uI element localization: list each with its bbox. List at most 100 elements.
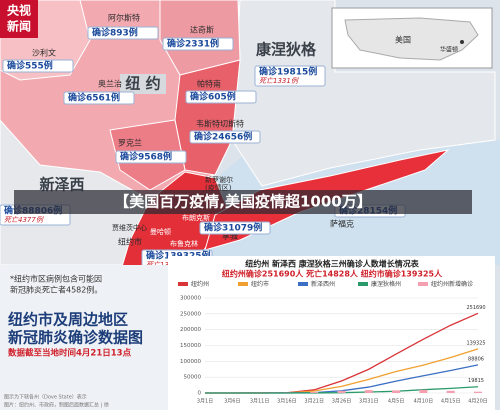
x-tick-label: 4月15日: [441, 399, 461, 405]
x-tick-label: 3月1日: [197, 399, 213, 405]
legend-label: 纽约州新增确诊: [431, 280, 473, 288]
banner: [14, 190, 472, 214]
x-tick-label: 3月6日: [224, 399, 240, 405]
footer: 图示为下辖各州（Dove State）表示: [4, 394, 87, 401]
logo: [0, 0, 38, 38]
x-tick-label: 3月21日: [304, 399, 324, 405]
y-tick-label: 250000: [180, 311, 201, 317]
logo-text: 新闻: [7, 19, 31, 34]
label-box: [185, 90, 257, 104]
label-box: [63, 91, 135, 105]
area-name: 萨福克: [330, 219, 354, 229]
area-cases: 确诊24656例: [194, 131, 252, 143]
area-cases: 确诊555例: [7, 60, 53, 72]
label-box: [162, 37, 234, 51]
note: 新冠肺炎死亡者4582例。: [10, 285, 102, 295]
chart-panel: [168, 256, 495, 410]
footer: 图片：纽约州、市政府，制图后面数据汇总 | 徐: [4, 402, 109, 409]
label-box: [199, 221, 271, 235]
area-name: 沙利文: [32, 48, 56, 58]
x-tick-label: 3月11日: [250, 399, 270, 405]
place-label: 布鲁克林: [170, 239, 198, 248]
legend-label: 纽约州: [191, 280, 209, 288]
data-label: 19815: [468, 378, 484, 384]
chart-subtitle: 纽约州确诊251690人 死亡14828人 纽约市确诊139325人: [222, 269, 443, 279]
data-label: 251690: [466, 305, 485, 311]
x-tick-label: 3月16日: [277, 399, 297, 405]
y-tick-label: 100000: [180, 359, 201, 365]
x-tick-label: 4月10日: [414, 399, 434, 405]
inset-label: 华盛顿: [440, 46, 458, 54]
y-tick-label: 0: [198, 391, 202, 397]
title: 纽约市及周边地区: [8, 311, 128, 329]
area-cases: 确诊9568例: [120, 151, 172, 163]
area-name: 纽约市: [118, 237, 142, 247]
text-panel: [0, 265, 168, 410]
title: 新冠肺炎确诊数据图: [8, 329, 143, 347]
area-cases: 确诊31079例: [204, 222, 262, 234]
capital-dot: [460, 40, 464, 44]
bar: [337, 390, 346, 393]
label-box: [2, 59, 74, 73]
place-label: 贾维茨中心: [112, 223, 147, 232]
area-cases: 确诊605例: [190, 91, 236, 103]
legend-label: 纽约市: [251, 280, 269, 288]
legend-swatch: [178, 282, 188, 286]
chart-title: 纽约州 新泽西 康涅狄格三州确诊人数增长情况表: [245, 259, 420, 269]
y-tick-label: 200000: [180, 327, 201, 333]
label-box: [120, 74, 166, 94]
area-name: 罗克兰: [118, 138, 142, 148]
area-name: 拿骚: [222, 231, 238, 241]
x-tick-label: 3月26日: [332, 399, 352, 405]
label-box: [87, 26, 159, 40]
area-name: 阿尔斯特: [108, 13, 140, 23]
logo-text: 央视: [7, 3, 31, 18]
legend-swatch: [358, 282, 368, 286]
bar: [419, 389, 428, 393]
place-label: (疫情区): [205, 183, 232, 192]
data-label: 88806: [468, 356, 484, 362]
area-name: 达奇斯: [190, 25, 214, 35]
y-tick-label: 150000: [180, 343, 201, 349]
bar: [392, 390, 401, 393]
area-deaths: 死亡4377例: [4, 216, 44, 224]
area-cases: 确诊893例: [92, 27, 138, 39]
big-label: 纽 约: [125, 75, 160, 93]
banner-text: 【美国百万疫情,美国疫情超1000万】: [114, 193, 371, 211]
legend-swatch: [418, 282, 428, 286]
inset-label: 美国: [395, 35, 411, 45]
area-cases: 确诊6561例: [68, 92, 120, 104]
area-cases: 确诊19815例: [259, 66, 317, 78]
area-name: 帕特南: [197, 79, 221, 89]
x-tick-label: 4月20日: [468, 399, 488, 405]
bar: [364, 390, 373, 393]
place-label: 布朗克斯: [182, 213, 210, 222]
x-tick-label: 4月5日: [388, 399, 404, 405]
big-label: 康涅狄格: [256, 41, 317, 59]
x-tick-label: 3月31日: [359, 399, 379, 405]
us-outline: [344, 17, 479, 61]
y-tick-label: 300000: [180, 296, 201, 302]
note: *纽约市区病例包含可能因: [10, 274, 102, 284]
label-box: [115, 150, 187, 164]
label-box: [254, 65, 326, 87]
place-label: 曼哈顿: [150, 227, 171, 236]
legend-swatch: [238, 282, 248, 286]
legend-swatch: [298, 282, 308, 286]
bar: [446, 390, 455, 393]
area-cases: 确诊2331例: [167, 38, 219, 50]
area-deaths: 死亡1331例: [259, 77, 299, 85]
label-box: [189, 130, 261, 144]
legend-label: 新泽西州: [311, 280, 335, 288]
bar: [310, 392, 319, 393]
area-name: 韦斯特切斯特: [196, 119, 244, 129]
place-label: 新罗谢尔: [205, 175, 233, 184]
date: 数据截至当地时间4月21日13点: [8, 348, 132, 359]
bar: [474, 391, 482, 393]
big-label: 新泽西: [39, 176, 84, 194]
area-name: 奥兰治: [98, 79, 122, 89]
data-label: 139325: [466, 340, 485, 346]
y-tick-label: 50000: [184, 375, 202, 381]
legend-label: 康涅狄格州: [371, 280, 401, 288]
